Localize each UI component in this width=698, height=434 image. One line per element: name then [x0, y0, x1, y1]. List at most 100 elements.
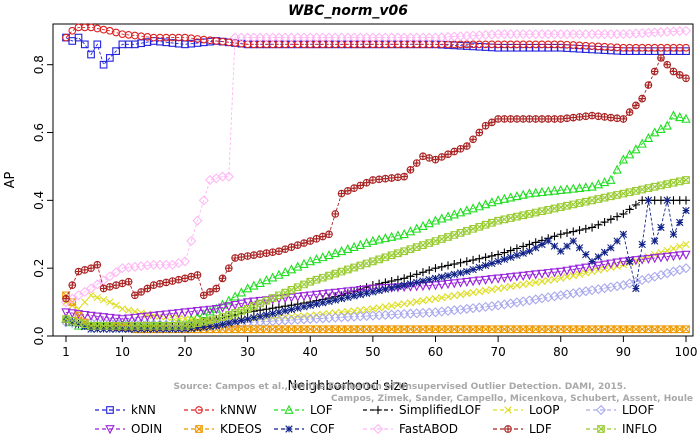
data-point-odin — [136, 313, 146, 323]
series-inflo — [62, 176, 690, 330]
data-point-ldf — [231, 254, 239, 262]
data-point-lof — [349, 241, 359, 251]
data-point-kdeos — [387, 325, 396, 334]
x-tick-label: 40 — [303, 345, 318, 359]
data-point-odin — [286, 293, 297, 303]
y-axis-label: AP — [3, 171, 18, 188]
data-point-ldf — [369, 176, 377, 184]
data-point-cof — [319, 299, 327, 307]
series-layer — [60, 23, 692, 334]
data-point-loop — [344, 307, 352, 316]
data-point-ldf — [394, 173, 402, 182]
data-point-cof — [387, 284, 396, 292]
data-point-cof — [350, 292, 358, 300]
x-tick-label: 100 — [675, 345, 698, 359]
data-point-loop — [444, 292, 452, 301]
authors-watermark: Campos, Zimek, Sander, Campello, Micenko… — [331, 394, 693, 404]
data-point-simplifiedlof — [525, 240, 534, 249]
data-point-loop — [544, 276, 552, 285]
y-tick-label: 0.2 — [32, 259, 46, 278]
data-point-ldf — [563, 114, 571, 123]
data-point-loop — [682, 240, 690, 249]
data-point-odin — [111, 314, 121, 324]
data-point-simplifiedlof — [587, 223, 597, 232]
data-point-loop — [425, 296, 433, 304]
data-point-odin — [92, 312, 103, 322]
data-point-simplifiedlof — [462, 257, 471, 266]
data-point-lof — [343, 243, 353, 254]
data-point-odin — [155, 311, 165, 321]
data-point-inflo — [644, 184, 653, 192]
data-point-loop — [112, 301, 120, 310]
data-point-ldf — [118, 279, 127, 288]
data-point-cof — [381, 285, 390, 293]
data-point-inflo — [343, 265, 352, 274]
data-point-cof — [193, 324, 202, 332]
legend-label-knnw: kNNW — [220, 403, 257, 417]
data-point-cof — [356, 290, 365, 299]
legend-marker-cof — [285, 425, 293, 433]
data-point-simplifiedlof — [418, 268, 428, 277]
data-point-inflo — [494, 216, 502, 225]
data-point-cof — [456, 269, 465, 277]
data-point-ldf — [475, 128, 484, 137]
data-point-odin — [180, 308, 190, 318]
legend-item-cof: COF — [274, 422, 335, 434]
legend-label-ldof: LDOF — [622, 403, 654, 417]
data-point-odin — [67, 309, 77, 319]
data-point-ldf — [325, 230, 333, 239]
data-point-inflo — [657, 181, 665, 190]
data-point-lof — [324, 249, 334, 260]
data-point-inflo — [613, 191, 621, 199]
data-point-inflo — [619, 189, 628, 198]
data-point-cof — [344, 293, 352, 302]
data-point-inflo — [412, 243, 421, 251]
data-point-lof — [293, 261, 303, 271]
data-point-cof — [682, 206, 690, 215]
data-point-lof — [656, 123, 666, 133]
data-point-ldf — [262, 249, 271, 257]
legend-marker-inflo — [597, 425, 605, 433]
data-point-ldof — [680, 263, 692, 274]
data-point-loop — [181, 315, 189, 323]
data-point-odin — [562, 266, 572, 276]
data-point-loop — [81, 298, 89, 306]
data-point-lof — [455, 207, 466, 217]
data-point-lof — [199, 308, 209, 319]
data-point-loop — [506, 282, 515, 291]
data-point-cof — [369, 288, 377, 296]
data-point-loop — [350, 307, 358, 315]
x-tick-label: 50 — [365, 345, 380, 359]
data-point-ldf — [588, 111, 596, 120]
data-point-lof — [386, 231, 397, 241]
data-point-odin — [549, 268, 560, 278]
data-point-cof — [212, 322, 220, 330]
data-point-lof — [593, 179, 604, 189]
data-point-cof — [538, 240, 546, 249]
legend-item-simplifiedlof: SimplifiedLOF — [363, 403, 481, 417]
data-point-simplifiedlof — [450, 260, 459, 269]
legend-item-odin: ODIN — [95, 422, 162, 434]
data-point-fastabod — [73, 290, 84, 301]
data-point-ldf — [293, 241, 302, 249]
data-point-ldf — [137, 288, 146, 296]
data-point-lof — [675, 111, 685, 122]
data-point-odin — [349, 286, 359, 296]
data-point-lof — [618, 154, 629, 164]
data-point-ldf — [105, 283, 114, 291]
data-point-inflo — [306, 277, 315, 286]
data-point-lof — [474, 201, 485, 211]
data-point-lof — [599, 176, 610, 187]
data-point-loop — [500, 283, 509, 292]
data-point-lof — [205, 306, 215, 316]
data-point-cof — [413, 278, 421, 287]
data-point-cof — [187, 324, 195, 333]
data-point-loop — [450, 291, 458, 300]
data-point-loop — [519, 280, 527, 289]
data-point-inflo — [268, 294, 277, 302]
data-point-loop — [362, 305, 371, 314]
data-point-cof — [594, 253, 603, 261]
data-point-loop — [356, 306, 365, 314]
data-point-simplifiedlof — [393, 275, 403, 284]
data-point-ldf — [343, 187, 352, 195]
